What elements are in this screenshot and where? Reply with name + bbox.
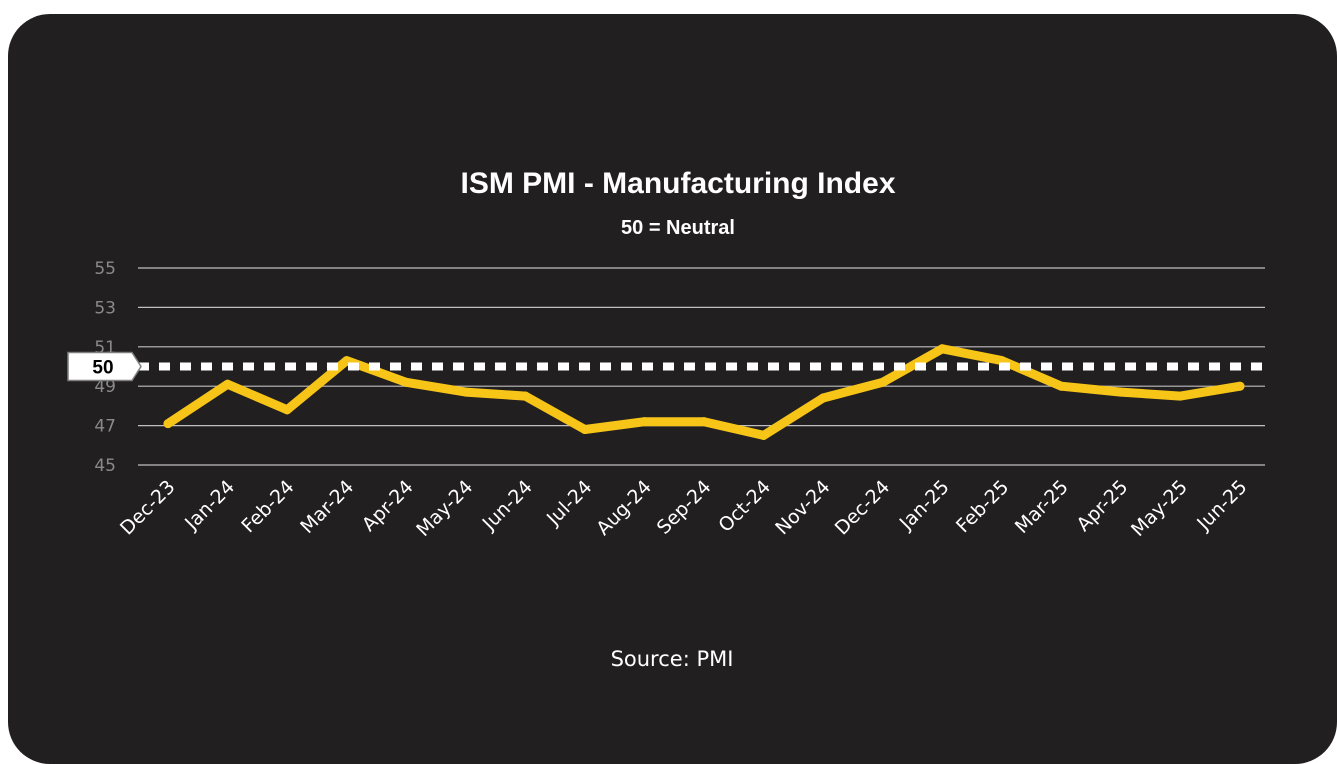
data-point [818, 393, 828, 403]
chart-card: ISM PMI - Manufacturing Index 50 = Neutr… [8, 14, 1337, 764]
x-tick-label: Jan-25 [895, 476, 954, 535]
x-tick-label: Dec-24 [831, 476, 895, 540]
x-tick-label: Nov-24 [771, 476, 834, 539]
source-note: Source: PMI [611, 647, 734, 671]
x-tick-label: Jan-24 [180, 476, 239, 535]
data-point [1056, 381, 1066, 391]
data-point [1116, 387, 1126, 397]
data-point [878, 377, 888, 387]
chart-subtitle: 50 = Neutral [621, 217, 735, 239]
y-tick-label: 53 [94, 298, 116, 318]
reference-label: 50 [92, 358, 113, 379]
y-tick-label: 47 [94, 417, 116, 437]
y-tick-label: 55 [94, 259, 116, 279]
data-point [223, 379, 233, 389]
data-point [639, 417, 649, 427]
data-point [759, 430, 769, 440]
data-point [461, 387, 471, 397]
x-tick-label: Feb-24 [237, 476, 298, 537]
y-tick-label: 45 [94, 456, 116, 476]
x-tick-label: Jul-24 [542, 476, 596, 530]
gridlines [138, 267, 1265, 466]
x-tick-label: Mar-25 [1011, 476, 1073, 538]
data-point [699, 417, 709, 427]
x-tick-label: May-25 [1127, 476, 1192, 541]
x-tick-label: Dec-23 [116, 476, 180, 540]
x-tick-label: Apr-25 [1073, 476, 1133, 536]
chart-title: ISM PMI - Manufacturing Index [460, 167, 895, 200]
x-tick-label: Oct-24 [714, 476, 775, 537]
x-tick-label: Aug-24 [592, 476, 656, 540]
data-point [401, 377, 411, 387]
reference-label-box [67, 351, 142, 382]
data-point [520, 391, 530, 401]
x-tick-label: Jun-25 [1192, 476, 1251, 535]
data-point [1175, 391, 1185, 401]
line-chart: ISM PMI - Manufacturing Index 50 = Neutr… [67, 167, 1265, 671]
data-point [163, 419, 173, 429]
x-tick-label: Mar-24 [296, 476, 358, 538]
data-point [1235, 381, 1245, 391]
series-line-group [163, 344, 1245, 440]
data-point [282, 405, 292, 415]
x-tick-label: May-24 [412, 476, 477, 541]
x-tick-label: Apr-24 [358, 476, 418, 536]
x-tick-label: Sep-24 [653, 476, 716, 539]
data-point [937, 344, 947, 354]
y-tick-label: 49 [94, 377, 116, 397]
x-tick-label: Jun-24 [478, 476, 537, 535]
data-point [580, 425, 590, 435]
x-tick-label: Feb-25 [952, 476, 1013, 537]
reference-line-group: 50 [67, 351, 1265, 382]
